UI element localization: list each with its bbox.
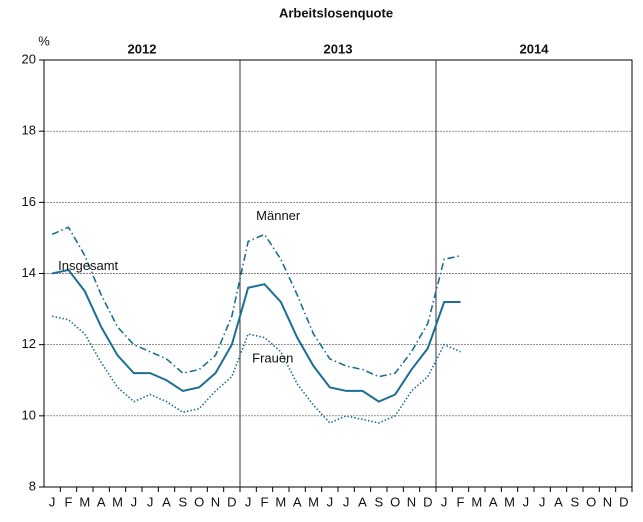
x-tick-label: F — [65, 494, 73, 509]
x-tick-label: F — [261, 494, 269, 509]
y-tick-label: 16 — [22, 194, 36, 209]
series-line — [51, 226, 461, 378]
x-tick-label: J — [49, 494, 56, 509]
y-tick-label: 10 — [22, 407, 36, 422]
x-tick-label: N — [211, 494, 220, 509]
x-tick-label: J — [131, 494, 138, 509]
year-label: 2012 — [128, 41, 157, 56]
x-tick-label: M — [471, 494, 482, 509]
y-unit: % — [38, 33, 50, 48]
series-label: Insgesamt — [58, 258, 118, 273]
x-tick-label: O — [194, 494, 204, 509]
x-tick-label: M — [308, 494, 319, 509]
x-tick-label: S — [374, 494, 383, 509]
y-tick-label: 12 — [22, 336, 36, 351]
x-tick-label: F — [457, 494, 465, 509]
series-label: Frauen — [252, 350, 293, 365]
y-tick-label: 18 — [22, 123, 36, 138]
x-tick-label: S — [570, 494, 579, 509]
x-tick-label: J — [343, 494, 350, 509]
y-tick-label: 14 — [22, 265, 36, 280]
series-label: Männer — [256, 208, 301, 223]
series-line — [51, 315, 461, 424]
x-tick-label: J — [245, 494, 252, 509]
x-tick-label: A — [358, 494, 367, 509]
x-tick-label: A — [162, 494, 171, 509]
x-tick-label: M — [275, 494, 286, 509]
x-tick-label: N — [603, 494, 612, 509]
x-tick-label: M — [504, 494, 515, 509]
series-line — [51, 268, 461, 403]
x-tick-label: J — [523, 494, 530, 509]
x-tick-label: M — [79, 494, 90, 509]
y-tick-label: 20 — [22, 51, 36, 66]
x-tick-label: D — [227, 494, 236, 509]
x-tick-label: A — [554, 494, 563, 509]
chart-title: Arbeitslosenquote — [279, 5, 393, 20]
x-tick-label: O — [586, 494, 596, 509]
x-tick-label: D — [423, 494, 432, 509]
x-tick-label: J — [539, 494, 546, 509]
x-tick-label: A — [293, 494, 302, 509]
x-tick-label: N — [407, 494, 416, 509]
x-tick-label: A — [489, 494, 498, 509]
y-tick-label: 8 — [29, 478, 36, 493]
year-label: 2013 — [324, 41, 353, 56]
x-tick-label: A — [97, 494, 106, 509]
x-tick-label: S — [178, 494, 187, 509]
x-tick-label: J — [147, 494, 154, 509]
x-tick-label: O — [390, 494, 400, 509]
x-tick-label: J — [441, 494, 448, 509]
x-tick-label: J — [327, 494, 334, 509]
x-tick-label: D — [619, 494, 628, 509]
year-label: 2014 — [520, 41, 550, 56]
x-tick-label: M — [112, 494, 123, 509]
